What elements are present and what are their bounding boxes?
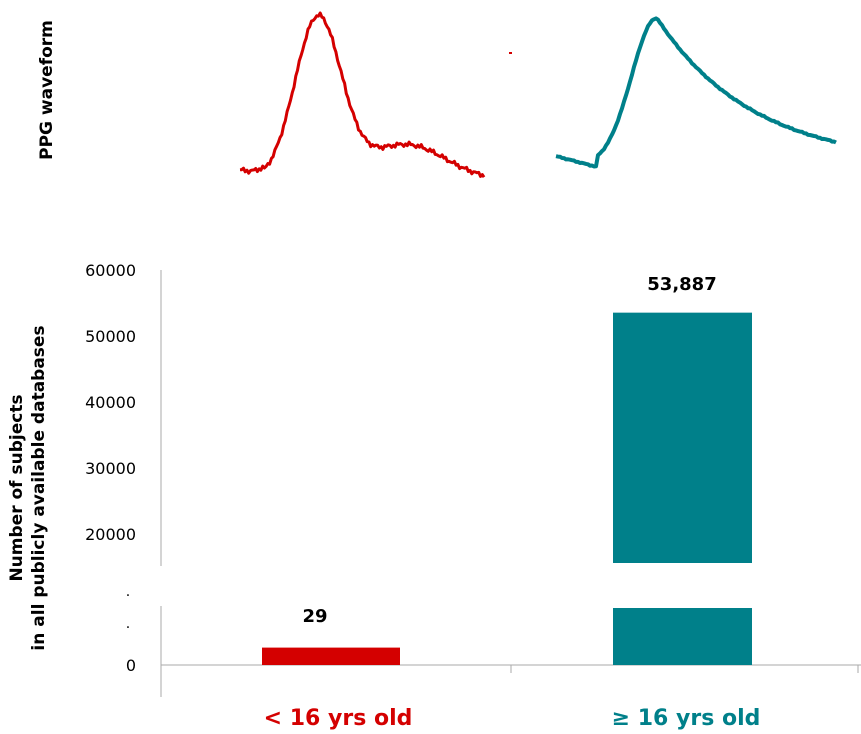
y-axis-label-line1: Number of subjects: [7, 394, 27, 581]
ppg-waveform-young: [239, 11, 486, 179]
y-tick-label: 40000: [85, 393, 136, 412]
y-tick-label: 60000: [85, 261, 136, 280]
ppg-waveform-adult: [555, 16, 837, 169]
axis-break-mark: .: [126, 584, 130, 600]
y-axis-label-line2: in all publicly available databases: [29, 325, 49, 650]
y-tick-label: 50000: [85, 327, 136, 346]
axis-break-mark: .: [126, 616, 130, 632]
category-label-young: < 16 yrs old: [264, 706, 413, 731]
bar-young: [262, 647, 400, 665]
bar-adult-upper: [613, 312, 752, 563]
waveform-row-label: PPG waveform: [37, 20, 57, 160]
y-tick-label: 20000: [85, 525, 136, 544]
category-label-adult: ≥ 16 yrs old: [612, 706, 761, 731]
data-label-young: 29: [302, 606, 327, 627]
y-tick-label-zero: 0: [126, 656, 136, 675]
y-tick-label: 30000: [85, 459, 136, 478]
data-label-adult: 53,887: [647, 274, 716, 295]
bar-adult-lower: [613, 608, 752, 665]
